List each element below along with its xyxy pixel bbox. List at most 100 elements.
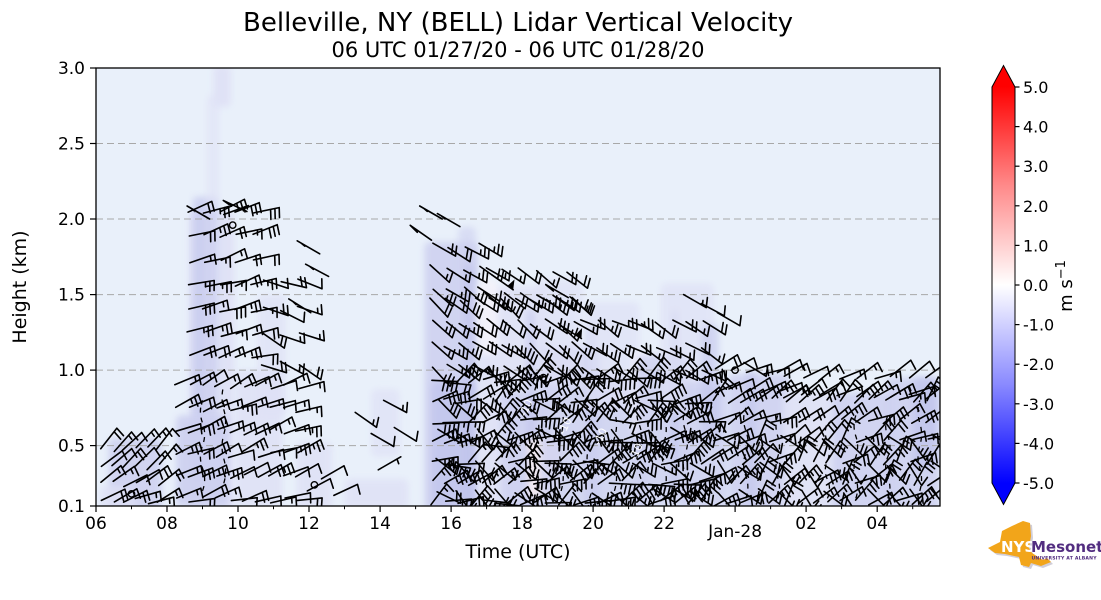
wind-barb <box>770 416 798 429</box>
wind-barb <box>649 431 673 454</box>
wind-barb <box>566 271 591 289</box>
wind-barb <box>685 369 711 385</box>
wind-barb <box>472 364 499 379</box>
wind-barb <box>370 432 396 448</box>
wind-barb <box>672 319 698 333</box>
wind-barb <box>230 403 258 416</box>
wind-barb <box>812 405 840 422</box>
wind-barb <box>146 465 173 483</box>
wind-barb <box>234 299 262 313</box>
wind-barb <box>926 489 940 503</box>
wind-barb <box>250 277 278 291</box>
wind-barb <box>477 286 503 302</box>
wind-barb <box>812 387 841 403</box>
wind-barb <box>776 358 805 374</box>
wind-barb <box>186 205 211 220</box>
shade-patch <box>701 324 720 446</box>
wind-barb <box>557 297 583 313</box>
wind-barb <box>634 418 662 432</box>
wind-barb <box>909 488 932 506</box>
wind-barb <box>432 288 457 308</box>
logo-nys-text: NYS <box>1001 538 1035 556</box>
wind-barb <box>467 403 494 424</box>
wind-barb <box>572 430 596 452</box>
wind-barb <box>472 341 498 356</box>
wind-barb <box>740 409 768 424</box>
wind-barb <box>590 399 615 421</box>
wind-barb <box>623 481 649 502</box>
y-tick-label: 3.0 <box>58 59 85 79</box>
wind-barb <box>282 466 311 478</box>
wind-barb <box>911 486 938 506</box>
wind-barb <box>518 444 544 466</box>
wind-barb <box>712 377 736 402</box>
wind-barb <box>113 431 139 453</box>
wind-barb <box>418 205 443 220</box>
wind-barb <box>882 486 909 506</box>
colorbar-ticks: 5.0 4.0 3.0 2.0 1.0 0.0 -1.0 -2.0 -3.0 -4.0 -5.0 <box>1015 78 1054 493</box>
wind-barb <box>354 411 380 429</box>
wind-barb <box>558 364 585 385</box>
wind-barb <box>865 435 889 456</box>
wind-barb <box>227 449 256 461</box>
wind-barb <box>377 456 402 471</box>
wind-barb <box>674 393 703 410</box>
wind-barb <box>700 448 728 465</box>
wind-barb <box>785 424 812 443</box>
wind-barb <box>650 401 673 423</box>
wind-barb <box>241 437 269 453</box>
wind-barb <box>689 462 715 478</box>
wind-barb <box>760 380 789 394</box>
wind-barb <box>640 368 666 384</box>
x-tick-label: 20 <box>582 514 604 534</box>
wind-barb <box>889 359 917 378</box>
wind-barb <box>685 320 711 338</box>
wind-barb <box>297 438 325 454</box>
wind-barb <box>463 286 489 306</box>
wind-barb <box>929 487 940 502</box>
wind-barb <box>544 462 572 475</box>
wind-barb <box>443 345 469 361</box>
wind-barb <box>234 346 263 360</box>
wind-barb <box>727 387 756 404</box>
wind-barb <box>824 464 850 481</box>
wind-barb <box>409 224 433 241</box>
wind-barb <box>254 372 283 387</box>
colorbar-tick-label: -2.0 <box>1023 355 1054 374</box>
wind-barb <box>640 345 666 363</box>
wind-barb <box>801 489 822 506</box>
wind-barb <box>496 398 521 420</box>
wind-barb <box>494 399 518 421</box>
wind-barb <box>592 430 615 454</box>
wind-barb <box>927 435 940 440</box>
wind-barb <box>269 399 297 412</box>
shade-patch <box>344 478 409 506</box>
wind-barb <box>503 292 529 310</box>
colorbar-tick-label: -4.0 <box>1023 434 1054 453</box>
wind-barb <box>691 430 717 449</box>
wind-barb <box>279 309 306 324</box>
wind-barb <box>333 483 361 497</box>
x-tick-label: 12 <box>298 514 320 534</box>
contour-line <box>636 400 643 499</box>
wind-barb <box>597 319 622 338</box>
wind-barb <box>288 298 312 314</box>
wind-barb <box>856 380 884 398</box>
wind-barb <box>188 497 216 506</box>
wind-barb <box>571 368 595 390</box>
wind-barb <box>432 242 458 257</box>
shade-patch <box>912 377 938 469</box>
wind-barb <box>610 428 633 452</box>
wind-barb <box>646 356 671 379</box>
wind-barb <box>502 320 528 339</box>
wind-barb <box>534 487 560 503</box>
wind-barb <box>528 366 552 388</box>
wind-barb <box>623 429 652 446</box>
wind-barb <box>854 383 880 404</box>
wind-barb <box>529 298 555 314</box>
wind-barb <box>907 462 929 487</box>
wind-barb <box>840 417 861 443</box>
wind-barb <box>544 318 570 335</box>
wind-barb <box>306 477 335 492</box>
